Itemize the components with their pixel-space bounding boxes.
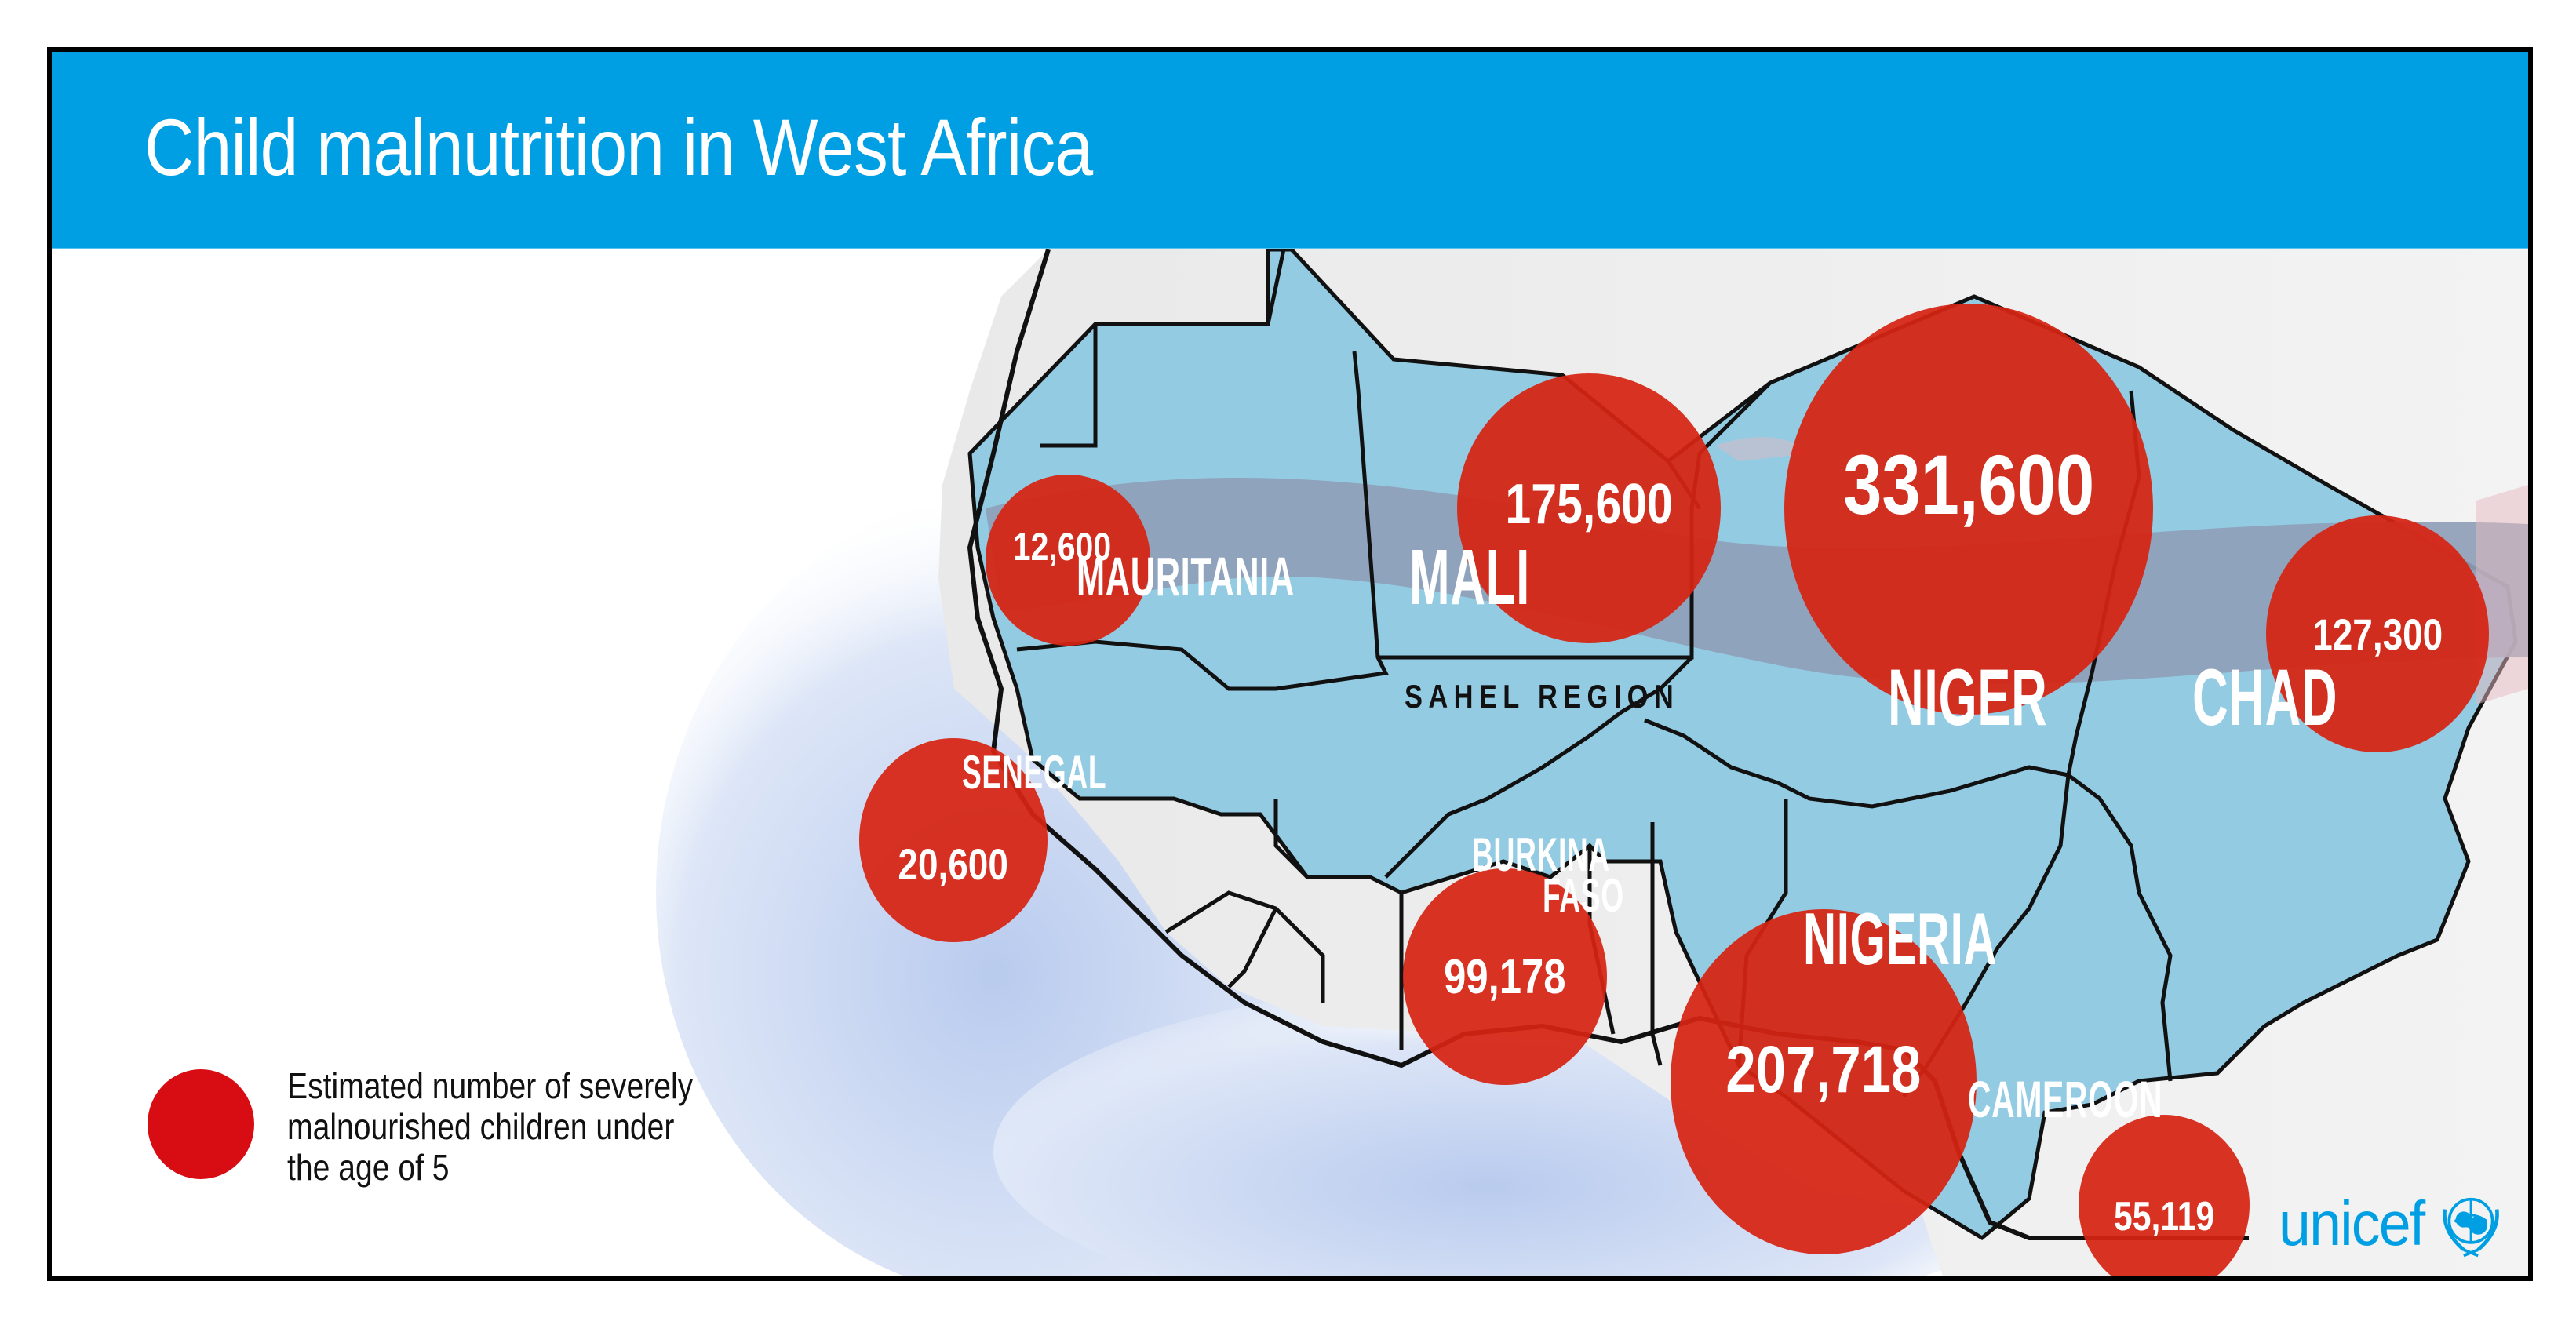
bubble-chad[interactable]: 127,300 <box>2266 515 2489 752</box>
label-mauritania: MAURITANIA <box>1077 546 1295 607</box>
value-chad: 127,300 <box>2312 609 2443 659</box>
legend-dot-icon <box>148 1069 254 1179</box>
label-cameroon: CAMEROON <box>1968 1070 2163 1128</box>
label-burkina: BURKINA <box>1472 828 1610 881</box>
bubble-cameroon[interactable]: 55,119 <box>2079 1115 2250 1276</box>
west-africa-map: 12,600 175,600 331,600 127,300 20,600 99… <box>52 249 2528 1276</box>
bubble-nigeria[interactable]: 207,718 <box>1671 909 1977 1254</box>
label-nigeria: NIGERIA <box>1803 897 1998 980</box>
label-mali: MALI <box>1409 533 1531 621</box>
value-burkina-faso: 99,178 <box>1444 949 1566 1004</box>
legend-line-3: the age of 5 <box>287 1147 450 1188</box>
value-mauritania: 12,600 <box>1012 525 1111 569</box>
legend: Estimated number of severely malnourishe… <box>287 1065 754 1188</box>
unicef-logo: unicef <box>2272 1188 2507 1260</box>
east-haze <box>2476 485 2528 704</box>
bubble-niger[interactable]: 331,600 <box>1784 304 2153 715</box>
label-chad: CHAD <box>2192 653 2338 742</box>
legend-line-2: malnourished children under <box>287 1106 675 1147</box>
label-niger: NIGER <box>1888 653 2048 742</box>
bubble-mali[interactable]: 175,600 <box>1457 373 1721 643</box>
sahel-band <box>986 478 2528 685</box>
bubble-burkina-faso[interactable]: 99,178 <box>1403 868 1607 1085</box>
unicef-emblem-icon <box>2443 1197 2500 1258</box>
value-cameroon: 55,119 <box>2113 1194 2215 1239</box>
value-mali: 175,600 <box>1505 473 1673 536</box>
north-haze <box>1715 437 1809 461</box>
infographic-frame: Child malnutrition in West Africa <box>47 47 2533 1281</box>
value-senegal: 20,600 <box>898 839 1009 889</box>
page-title: Child malnutrition in West Africa <box>144 103 1093 192</box>
bubble-mauritania[interactable]: 12,600 <box>986 475 1150 646</box>
bubble-senegal[interactable]: 20,600 <box>859 738 1048 942</box>
legend-line-1: Estimated number of severely <box>287 1065 694 1106</box>
value-nigeria: 207,718 <box>1725 1032 1922 1106</box>
value-niger: 331,600 <box>1842 436 2095 532</box>
unicef-wordmark: unicef <box>2279 1188 2425 1258</box>
title-banner: Child malnutrition in West Africa <box>52 52 2528 249</box>
sahel-region-label: SAHEL REGION <box>1405 678 1680 715</box>
label-senegal: SENEGAL <box>962 746 1107 799</box>
label-faso: FASO <box>1543 869 1624 922</box>
